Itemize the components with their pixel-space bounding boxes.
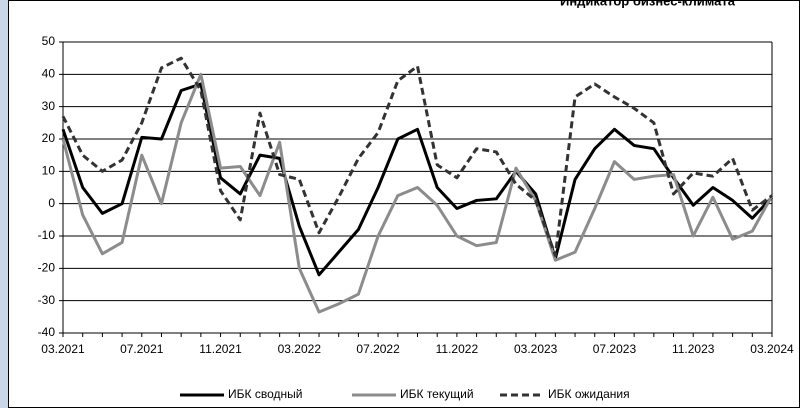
x-tick-label: 07.2022 [356, 342, 400, 356]
y-tick-label: -30 [38, 293, 56, 307]
x-tick-label: 11.2022 [436, 342, 479, 356]
y-tick-label: -10 [38, 228, 56, 242]
series-line [61, 56, 773, 257]
chart-title: Индикатор бизнес-климата [560, 0, 736, 8]
y-tick-label: 10 [42, 164, 56, 178]
x-tick-label: 07.2021 [120, 342, 164, 356]
x-tick-label: 03.2022 [278, 342, 322, 356]
y-tick-label: 50 [42, 34, 56, 48]
y-tick-label: -20 [38, 261, 56, 275]
series-line [61, 72, 774, 314]
series-line [61, 82, 774, 277]
side-strip [0, 0, 8, 408]
y-tick-label: 0 [48, 196, 55, 210]
legend-label: ИБК сводный [228, 387, 302, 401]
y-tick-label: 30 [42, 99, 56, 113]
x-tick-label: 03.2024 [750, 342, 794, 356]
legend-label: ИБК текущий [400, 387, 474, 401]
legend-label: ИБК ожидания [548, 387, 630, 401]
x-tick-label: 03.2021 [41, 342, 85, 356]
x-tick-label: 07.2023 [593, 342, 637, 356]
x-tick-label: 11.2021 [199, 342, 242, 356]
y-tick-label: 40 [42, 67, 56, 81]
x-tick-label: 03.2023 [514, 342, 558, 356]
x-tick-label: 11.2023 [672, 342, 715, 356]
y-tick-label: -40 [38, 325, 56, 339]
y-tick-label: 20 [42, 131, 56, 145]
